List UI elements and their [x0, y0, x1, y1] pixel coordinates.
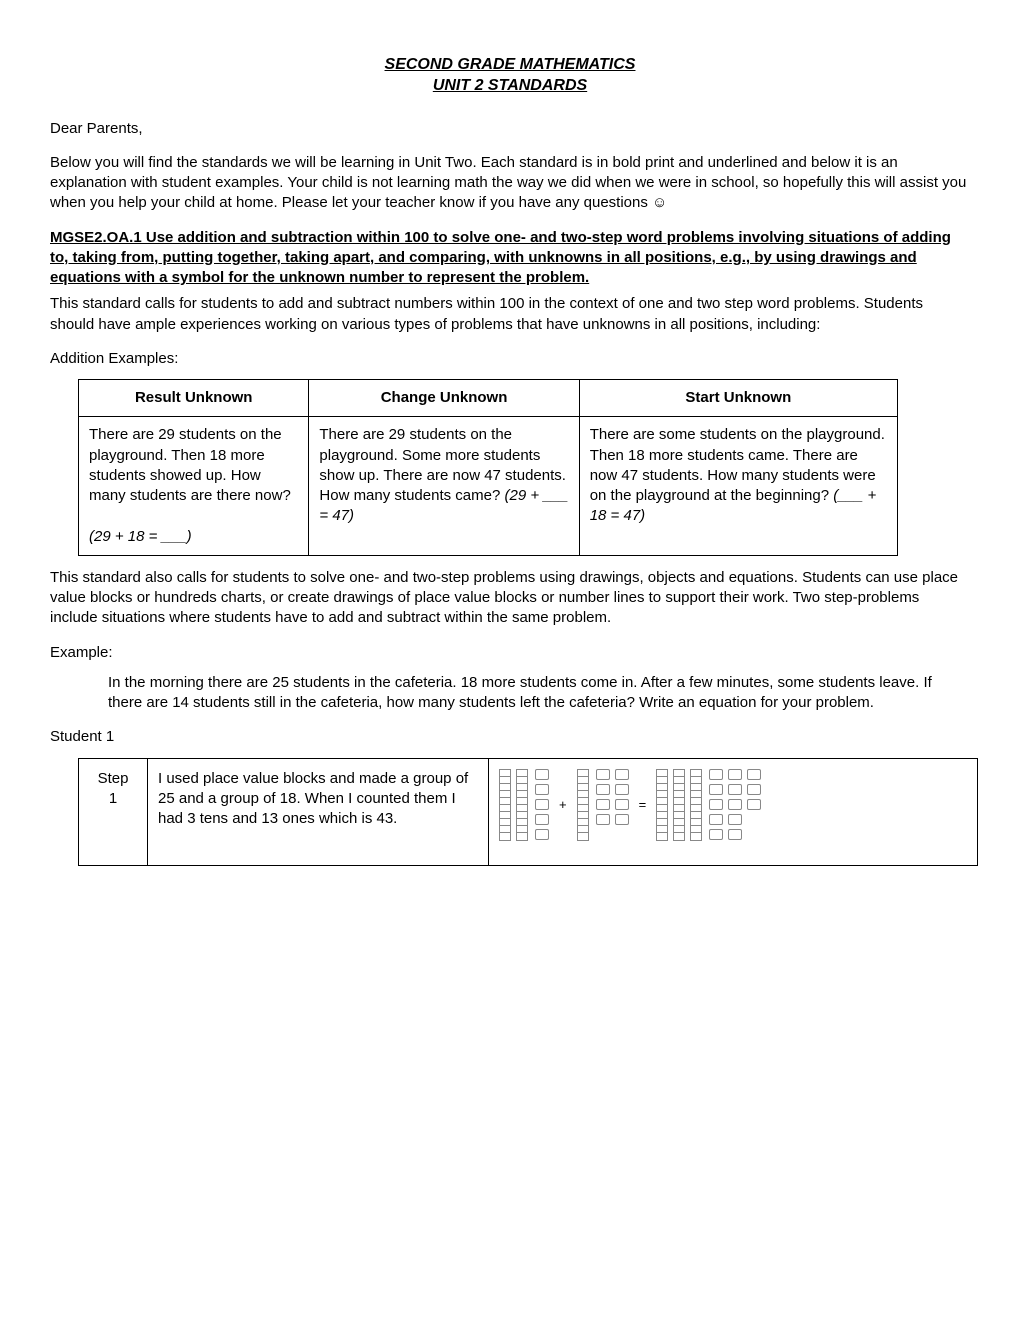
student-1-label: Student 1: [50, 727, 970, 747]
greeting: Dear Parents,: [50, 119, 970, 139]
col-header-change: Change Unknown: [309, 380, 579, 417]
document-title: SECOND GRADE MATHEMATICS UNIT 2 STANDARD…: [50, 55, 970, 97]
step-description-cell: I used place value blocks and made a gro…: [148, 758, 489, 866]
col-header-result: Result Unknown: [79, 380, 309, 417]
cell-result-unknown: There are 29 students on the playground.…: [79, 417, 309, 556]
standard-body: This standard calls for students to add …: [50, 294, 970, 335]
title-line-1: SECOND GRADE MATHEMATICS: [50, 55, 970, 76]
example-label: Example:: [50, 643, 970, 663]
cell-equation: (29 + 18 = ___): [89, 528, 192, 545]
standard-heading: MGSE2.OA.1 Use addition and subtraction …: [50, 228, 970, 289]
addition-examples-label: Addition Examples:: [50, 349, 970, 369]
addition-examples-table: Result Unknown Change Unknown Start Unkn…: [78, 379, 898, 556]
cell-text: There are 29 students on the playground.…: [89, 426, 291, 504]
step-label: Step: [98, 770, 129, 787]
student-1-table: Step 1 I used place value blocks and mad…: [78, 758, 978, 867]
cell-change-unknown: There are 29 students on the playground.…: [309, 417, 579, 556]
step-visual-cell: +=: [489, 758, 978, 866]
title-line-2: UNIT 2 STANDARDS: [50, 76, 970, 97]
cell-start-unknown: There are some students on the playgroun…: [579, 417, 897, 556]
intro-paragraph: Below you will find the standards we wil…: [50, 153, 970, 214]
step-number: 1: [109, 790, 117, 807]
step-number-cell: Step 1: [79, 758, 148, 866]
example-text: In the morning there are 25 students in …: [108, 673, 970, 714]
col-header-start: Start Unknown: [579, 380, 897, 417]
place-value-visual: +=: [499, 769, 967, 841]
step-description: I used place value blocks and made a gro…: [158, 770, 468, 828]
standard-body-2: This standard also calls for students to…: [50, 568, 970, 629]
